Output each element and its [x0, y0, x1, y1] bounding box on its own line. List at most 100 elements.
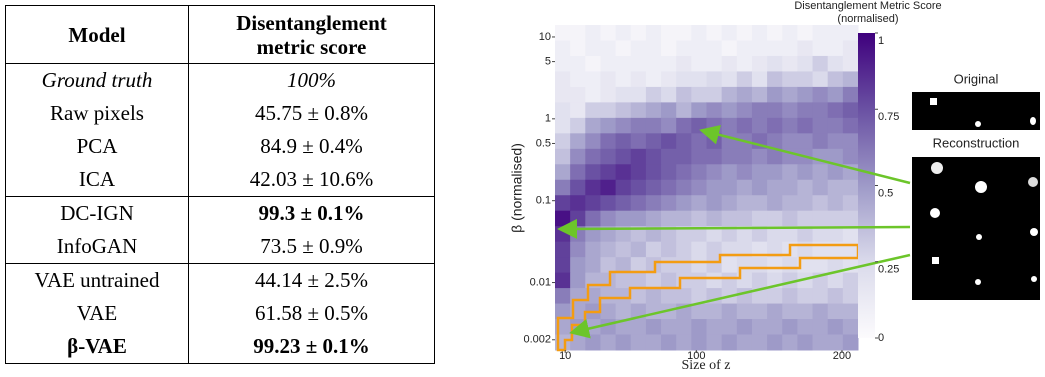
heat-cell [615, 86, 632, 103]
heat-cell [645, 86, 662, 103]
heat-cell [706, 86, 723, 103]
heat-cell [812, 334, 829, 351]
heat-cell [555, 40, 571, 57]
model-cell: β-VAE [5, 330, 189, 364]
heat-cell [645, 257, 662, 274]
heat-cell [706, 40, 723, 57]
heat-cell [691, 334, 707, 351]
heat-cell [615, 148, 632, 165]
heat-cell [827, 257, 844, 274]
heat-cell [555, 86, 571, 103]
heat-cell [782, 210, 798, 227]
heat-cell [661, 133, 677, 150]
heat-cell [600, 86, 617, 103]
heat-cell [827, 148, 844, 165]
heat-cell [676, 102, 692, 119]
table-row: β-VAE 99.23 ± 0.1% [5, 330, 435, 364]
heat-cell [706, 102, 723, 119]
heat-cell [555, 272, 571, 289]
heat-cell [842, 319, 859, 336]
heat-cell [827, 117, 844, 134]
heat-cell [782, 102, 798, 119]
heat-cell [721, 319, 738, 336]
header-cell: Model [5, 5, 189, 64]
heat-cell [812, 164, 829, 181]
colorbar-tick-label: 1 [878, 35, 884, 47]
heat-cell [691, 303, 707, 320]
heat-cell [706, 195, 723, 212]
heat-cell [600, 303, 617, 320]
heat-cell [570, 179, 586, 196]
heat-cell [600, 257, 617, 274]
heat-cell [797, 303, 814, 320]
heat-cell [767, 257, 783, 274]
heat-cell [630, 133, 647, 150]
heat-cell [661, 334, 677, 351]
heat-cell [812, 102, 829, 119]
heat-cell [827, 179, 844, 196]
heat-cell [585, 117, 601, 134]
score-cell: 73.5 ± 0.9% [260, 234, 363, 258]
heat-cell [736, 334, 753, 351]
heat-cell [706, 272, 723, 289]
heat-cell [661, 272, 677, 289]
heat-cell [691, 55, 707, 72]
heat-cell [706, 334, 723, 351]
heat-cell [827, 164, 844, 181]
heat-cell [812, 319, 829, 336]
heat-cell [676, 148, 692, 165]
heat-cell [570, 117, 586, 134]
heat-cell [585, 179, 601, 196]
score-cell: 99.23 ± 0.1% [253, 334, 370, 358]
model-cell: PCA [5, 130, 189, 163]
model-cell: Raw pixels [5, 97, 189, 130]
heat-cell [842, 55, 859, 72]
heat-cell [645, 210, 662, 227]
heat-cell [706, 25, 723, 41]
heat-cell [767, 102, 783, 119]
heat-cell [736, 210, 753, 227]
heat-cell [721, 241, 738, 258]
heat-cell [812, 25, 829, 41]
heat-cell [842, 226, 859, 243]
image-label: Reconstruction [933, 135, 1020, 150]
image-label: Original [954, 71, 999, 86]
heat-cell [706, 226, 723, 243]
heat-cell [645, 288, 662, 305]
heat-cell [585, 102, 601, 119]
model-cell: VAE untrained [5, 263, 189, 297]
heat-cell [661, 40, 677, 57]
heat-cell [570, 272, 586, 289]
table-row: VAE untrained 44.14 ± 2.5% [5, 263, 435, 297]
table-row: Raw pixels 45.75 ± 0.8% [5, 97, 435, 130]
heat-cell [767, 40, 783, 57]
heat-cell [570, 71, 586, 88]
heat-cell [736, 241, 753, 258]
heat-cell [736, 319, 753, 336]
arrow [699, 124, 911, 185]
heat-cell [630, 195, 647, 212]
heat-cell [555, 241, 571, 258]
heat-cell [736, 117, 753, 134]
heat-cell [797, 25, 814, 41]
heat-cell [691, 288, 707, 305]
heat-cell [751, 241, 768, 258]
heat-cell [676, 179, 692, 196]
heat-cell [600, 164, 617, 181]
heat-cell [615, 102, 632, 119]
heat-cell [585, 210, 601, 227]
heat-cell [600, 241, 617, 258]
y-tick-label: 0.002 [523, 334, 551, 346]
model-cell: Ground truth [5, 63, 189, 97]
heat-cell [782, 334, 798, 351]
heat-cell [736, 303, 753, 320]
heat-cell [691, 148, 707, 165]
heat-cell [842, 71, 859, 88]
heat-cell [676, 40, 692, 57]
heat-cell [676, 334, 692, 351]
table-row: PCA 84.9 ± 0.4% [5, 130, 435, 163]
heat-cell [721, 117, 738, 134]
heat-cell [797, 102, 814, 119]
heat-cell [555, 25, 571, 41]
results-table: Model Disentanglement metric score Groun… [5, 5, 435, 364]
